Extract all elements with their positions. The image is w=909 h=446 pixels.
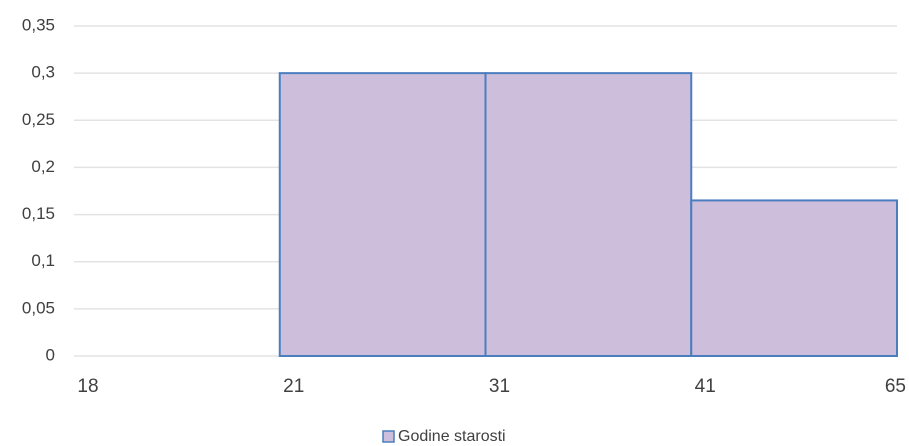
bar (484, 72, 693, 358)
x-tick-label: 41 (695, 376, 716, 397)
bar (278, 72, 487, 358)
y-tick-label: 0,2 (31, 157, 55, 176)
x-tick-label: 65 (885, 376, 906, 397)
y-tick-label: 0 (46, 345, 55, 364)
bar (690, 199, 898, 357)
y-tick-label: 0,1 (31, 251, 55, 270)
x-tick-label: 31 (489, 376, 510, 397)
y-tick-label: 0,25 (22, 110, 55, 129)
y-tick-label: 0,15 (22, 204, 55, 223)
x-tick-label: 21 (283, 376, 304, 397)
legend-swatch (382, 430, 395, 443)
y-tick-label: 0,05 (22, 298, 55, 317)
y-tick-label: 0,35 (22, 15, 55, 34)
x-tick-label: 18 (77, 376, 98, 397)
y-tick-label: 0,3 (31, 63, 55, 82)
legend-label: Godine starosti (398, 428, 506, 445)
